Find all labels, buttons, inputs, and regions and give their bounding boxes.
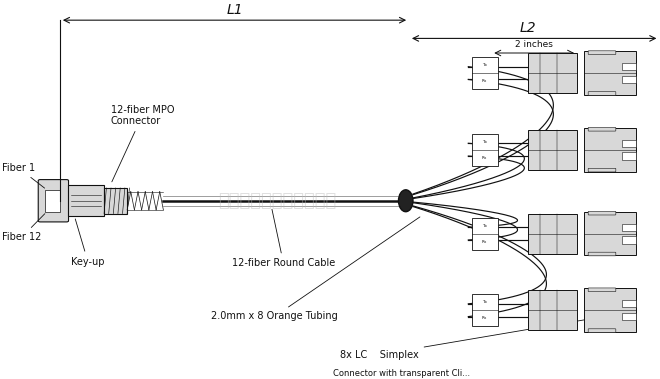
Text: Fiber 1: Fiber 1: [2, 163, 45, 188]
Text: L2: L2: [519, 21, 536, 35]
Bar: [527, 130, 577, 170]
Bar: [68, 185, 104, 216]
Bar: [622, 313, 636, 320]
Bar: [472, 294, 498, 326]
Text: Tx: Tx: [482, 224, 487, 227]
Bar: [472, 134, 498, 166]
Bar: [622, 224, 636, 231]
Bar: [622, 63, 636, 70]
Text: Fiber 12: Fiber 12: [2, 214, 45, 242]
FancyBboxPatch shape: [588, 329, 616, 332]
FancyBboxPatch shape: [588, 92, 616, 96]
Bar: [583, 128, 636, 172]
Text: Rx: Rx: [482, 79, 488, 83]
FancyBboxPatch shape: [38, 180, 69, 222]
Bar: [46, 190, 60, 212]
Text: 深圳市丰义科技有限公司: 深圳市丰义科技有限公司: [218, 192, 337, 210]
Ellipse shape: [399, 190, 413, 212]
Text: Rx: Rx: [482, 240, 488, 244]
FancyBboxPatch shape: [588, 288, 616, 291]
Text: Rx: Rx: [482, 316, 488, 320]
Text: 12-fiber MPO
Connector: 12-fiber MPO Connector: [111, 105, 174, 182]
Bar: [583, 288, 636, 332]
Text: Rx: Rx: [482, 156, 488, 160]
Bar: [583, 212, 636, 255]
Text: 8x LC    Simplex: 8x LC Simplex: [340, 314, 617, 360]
Bar: [622, 152, 636, 160]
Bar: [527, 213, 577, 254]
Bar: [472, 218, 498, 250]
Text: Key-up: Key-up: [71, 219, 105, 266]
Bar: [472, 57, 498, 89]
Bar: [622, 139, 636, 147]
Bar: [527, 53, 577, 93]
FancyBboxPatch shape: [588, 51, 616, 55]
Text: 12-fiber Round Cable: 12-fiber Round Cable: [232, 209, 335, 268]
Bar: [527, 290, 577, 330]
Text: Tx: Tx: [482, 139, 487, 144]
FancyBboxPatch shape: [588, 127, 616, 131]
Bar: [104, 188, 127, 213]
Text: 2.0mm x 8 Orange Tubing: 2.0mm x 8 Orange Tubing: [211, 217, 420, 321]
FancyBboxPatch shape: [588, 252, 616, 256]
Bar: [583, 51, 636, 95]
FancyBboxPatch shape: [588, 211, 616, 215]
Bar: [622, 76, 636, 83]
Text: Tx: Tx: [482, 63, 487, 67]
Bar: [622, 300, 636, 307]
FancyBboxPatch shape: [588, 168, 616, 172]
Text: Tx: Tx: [482, 300, 487, 304]
Text: L1: L1: [226, 3, 243, 17]
Bar: [622, 236, 636, 244]
Text: Connector with transparent Cli...: Connector with transparent Cli...: [333, 368, 471, 377]
Text: 2 inches: 2 inches: [515, 40, 553, 49]
